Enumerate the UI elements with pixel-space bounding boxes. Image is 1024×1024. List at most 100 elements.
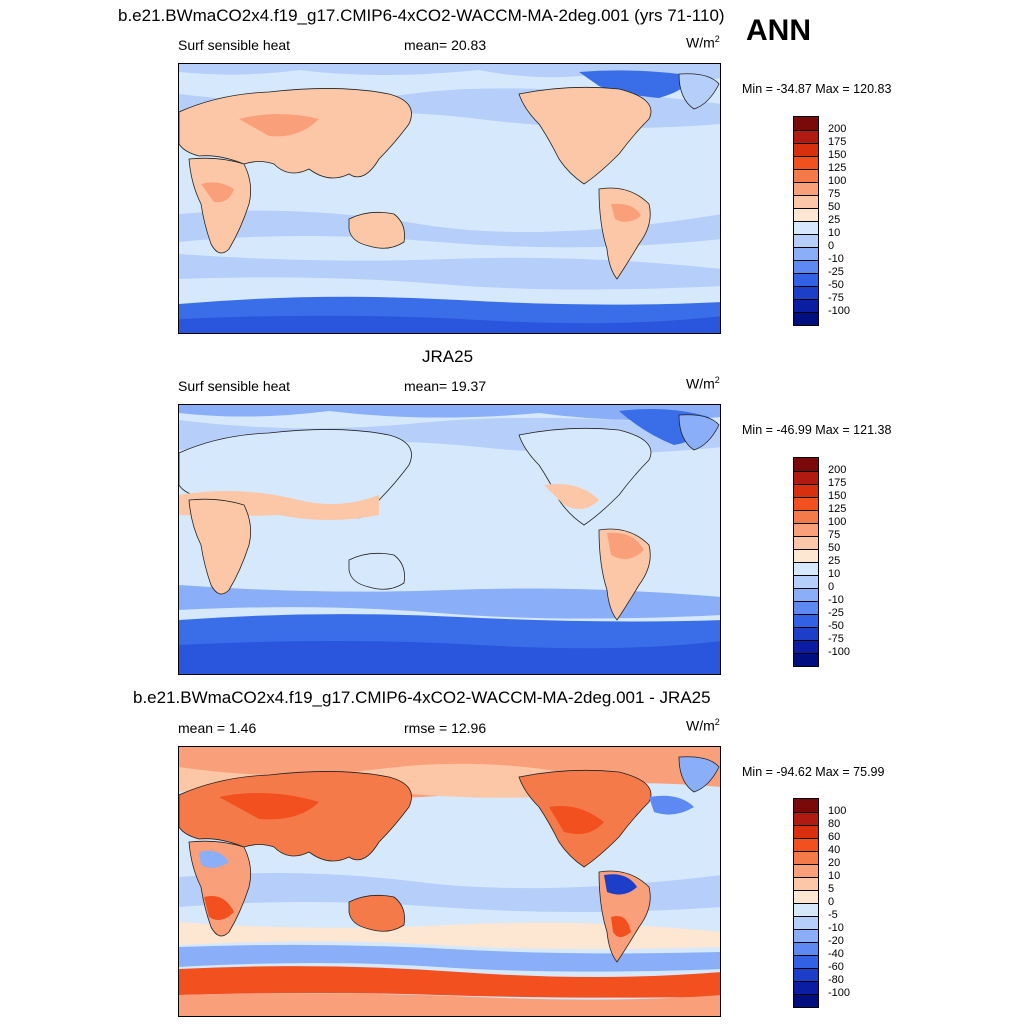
panel-3-map-svg bbox=[179, 747, 720, 1016]
colorbar-swatch bbox=[793, 601, 819, 614]
colorbar-swatch bbox=[793, 640, 819, 653]
colorbar-tick-label: 150 bbox=[828, 149, 847, 161]
colorbar-tick-label: 100 bbox=[828, 516, 847, 528]
panel-2-map-svg bbox=[179, 405, 720, 674]
colorbar-tick-label: -50 bbox=[828, 279, 844, 291]
colorbar-tick-label: 10 bbox=[828, 227, 841, 239]
colorbar-tick-label: 0 bbox=[828, 240, 835, 252]
colorbar-swatch bbox=[793, 864, 819, 877]
colorbar-swatch bbox=[793, 798, 819, 812]
colorbar-swatch bbox=[793, 877, 819, 890]
panel-2-mean-label: mean= 19.37 bbox=[404, 378, 487, 394]
colorbar-tick-label: -10 bbox=[828, 253, 844, 265]
colorbar-tick-label: 175 bbox=[828, 136, 847, 148]
colorbar-swatch bbox=[793, 457, 819, 471]
colorbar-tick-label: 0 bbox=[828, 581, 835, 593]
colorbar-tick-label: 10 bbox=[828, 568, 841, 580]
colorbar-swatch bbox=[793, 247, 819, 260]
colorbar-tick-label: 10 bbox=[828, 870, 841, 882]
panel-2-map bbox=[178, 404, 721, 675]
panel-1-map-svg bbox=[179, 64, 720, 333]
panel-3-title: b.e21.BWmaCO2x4.f19_g17.CMIP6-4xCO2-WACC… bbox=[133, 688, 711, 707]
colorbar-tick-label: 50 bbox=[828, 201, 841, 213]
colorbar-swatch bbox=[793, 955, 819, 968]
panel-3-rmse-label: rmse = 12.96 bbox=[404, 720, 487, 736]
colorbar-tick-label: -100 bbox=[828, 305, 851, 317]
colorbar-swatch bbox=[793, 471, 819, 484]
colorbar-swatch bbox=[793, 195, 819, 208]
colorbar-tick-label: 75 bbox=[828, 529, 841, 541]
colorbar-tick-label: 150 bbox=[828, 490, 847, 502]
colorbar-swatch bbox=[793, 838, 819, 851]
colorbar-swatch bbox=[793, 968, 819, 981]
panel-1-units-label: W/m2 bbox=[686, 34, 720, 51]
colorbar-tick-label: 25 bbox=[828, 214, 841, 226]
colorbar-swatch bbox=[793, 182, 819, 195]
colorbar-swatch bbox=[793, 143, 819, 156]
colorbar-swatch bbox=[793, 234, 819, 247]
colorbar-swatch bbox=[793, 484, 819, 497]
colorbar-tick-label: -10 bbox=[828, 922, 844, 934]
colorbar-tick-label: 40 bbox=[828, 844, 841, 856]
colorbar-swatch bbox=[793, 903, 819, 916]
colorbar-tick-label: 25 bbox=[828, 555, 841, 567]
panel-1-variable-label: Surf sensible heat bbox=[178, 37, 291, 53]
colorbar-swatch bbox=[793, 549, 819, 562]
panel-2-minmax-label: Min = -46.99 Max = 121.38 bbox=[742, 423, 892, 437]
panel-3-minmax-label: Min = -94.62 Max = 75.99 bbox=[742, 765, 885, 779]
colorbar-tick-label: 100 bbox=[828, 175, 847, 187]
colorbar-swatch bbox=[793, 929, 819, 942]
colorbar-swatch bbox=[793, 260, 819, 273]
panel-3-colorbar bbox=[793, 798, 819, 1008]
colorbar-tick-label: -50 bbox=[828, 620, 844, 632]
colorbar-swatch bbox=[793, 575, 819, 588]
panel-3-mean-label: mean = 1.46 bbox=[178, 720, 257, 736]
colorbar-swatch bbox=[793, 156, 819, 169]
colorbar-swatch bbox=[793, 497, 819, 510]
panel-1-map bbox=[178, 63, 721, 334]
panel-1-minmax-label: Min = -34.87 Max = 120.83 bbox=[742, 82, 892, 96]
colorbar-tick-label: 200 bbox=[828, 123, 847, 135]
colorbar-tick-label: -75 bbox=[828, 633, 844, 645]
panel-1-mean-label: mean= 20.83 bbox=[404, 37, 487, 53]
colorbar-tick-label: 20 bbox=[828, 857, 841, 869]
colorbar-swatch bbox=[793, 312, 819, 326]
panel-1-colorbar bbox=[793, 116, 819, 326]
colorbar-swatch bbox=[793, 169, 819, 182]
panel-2-variable-label: Surf sensible heat bbox=[178, 378, 291, 394]
colorbar-swatch bbox=[793, 523, 819, 536]
colorbar-tick-label: 175 bbox=[828, 477, 847, 489]
colorbar-swatch bbox=[793, 588, 819, 601]
colorbar-swatch bbox=[793, 221, 819, 234]
colorbar-tick-label: -25 bbox=[828, 266, 844, 278]
colorbar-tick-label: -80 bbox=[828, 974, 844, 986]
panel-2-units-label: W/m2 bbox=[686, 375, 720, 392]
colorbar-tick-label: 125 bbox=[828, 503, 847, 515]
colorbar-swatch bbox=[793, 273, 819, 286]
colorbar-swatch bbox=[793, 510, 819, 523]
colorbar-tick-label: -20 bbox=[828, 935, 844, 947]
colorbar-swatch bbox=[793, 130, 819, 143]
colorbar-tick-label: 5 bbox=[828, 883, 835, 895]
panel-3-map bbox=[178, 746, 721, 1017]
colorbar-swatch bbox=[793, 614, 819, 627]
colorbar-swatch bbox=[793, 653, 819, 667]
colorbar-tick-label: -40 bbox=[828, 948, 844, 960]
colorbar-tick-label: 200 bbox=[828, 464, 847, 476]
colorbar-swatch bbox=[793, 208, 819, 221]
colorbar-swatch bbox=[793, 299, 819, 312]
colorbar-swatch bbox=[793, 851, 819, 864]
colorbar-tick-label: 125 bbox=[828, 162, 847, 174]
colorbar-tick-label: -100 bbox=[828, 646, 851, 658]
panel-1-title: b.e21.BWmaCO2x4.f19_g17.CMIP6-4xCO2-WACC… bbox=[118, 6, 725, 25]
colorbar-tick-label: 100 bbox=[828, 805, 847, 817]
colorbar-swatch bbox=[793, 116, 819, 130]
colorbar-tick-label: -25 bbox=[828, 607, 844, 619]
colorbar-swatch bbox=[793, 562, 819, 575]
colorbar-swatch bbox=[793, 825, 819, 838]
colorbar-tick-label: 80 bbox=[828, 818, 841, 830]
colorbar-tick-label: 50 bbox=[828, 542, 841, 554]
colorbar-swatch bbox=[793, 942, 819, 955]
colorbar-tick-label: 75 bbox=[828, 188, 841, 200]
colorbar-swatch bbox=[793, 981, 819, 994]
